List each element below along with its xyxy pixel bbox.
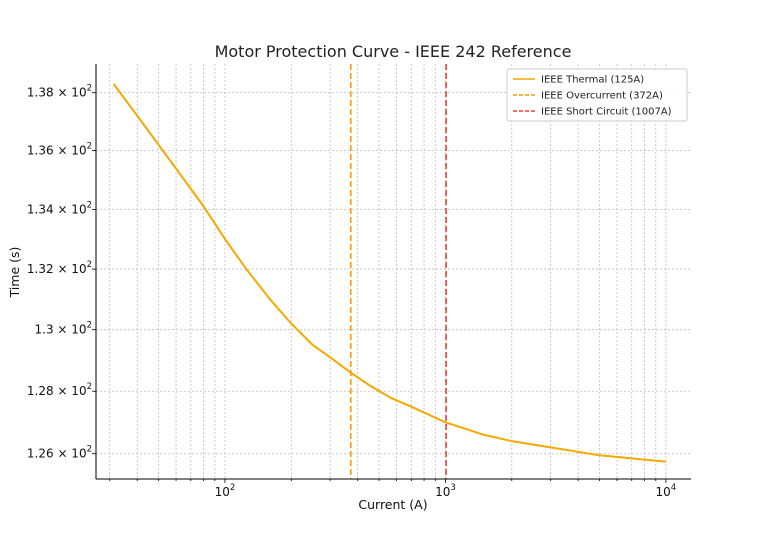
y-tick-label: 1.38 × 102​ xyxy=(27,84,92,100)
legend-entry-label: IEEE Overcurrent (372A) xyxy=(541,91,663,102)
y-tick-label: 1.28 × 102​ xyxy=(27,382,92,398)
x-axis-label: Current (A) xyxy=(358,497,427,512)
tick-labels: 102 103 104 1.26 × 102​ 1.28 × 102​ 1.3 × 102… xyxy=(27,84,676,499)
x-tick-label: 103 xyxy=(435,483,456,499)
axes xyxy=(92,64,691,483)
grid xyxy=(96,64,691,479)
series-line-0 xyxy=(112,83,666,463)
legend: IEEE Thermal (125A) IEEE Overcurrent (372… xyxy=(506,68,688,122)
legend-entry-label: IEEE Thermal (125A) xyxy=(541,75,644,86)
y-tick-label: 1.26 × 102​ xyxy=(27,445,92,461)
y-tick-label: 1.32 × 102​ xyxy=(27,260,92,276)
y-axis-label: Time (s) xyxy=(7,247,22,299)
y-tick-label: 1.3 × 102​ xyxy=(35,321,92,337)
x-tick-label: 102 xyxy=(215,483,236,499)
legend-box xyxy=(506,68,688,122)
chart-title: Motor Protection Curve - IEEE 242 Refere… xyxy=(215,42,572,61)
plot-lines xyxy=(112,64,666,479)
y-tick-label: 1.36 × 102​ xyxy=(27,142,92,158)
x-tick-label: 104 xyxy=(656,483,677,499)
y-tick-label: 1.34 × 102​ xyxy=(27,200,92,216)
legend-entry-label: IEEE Short Circuit (1007A) xyxy=(541,107,672,118)
